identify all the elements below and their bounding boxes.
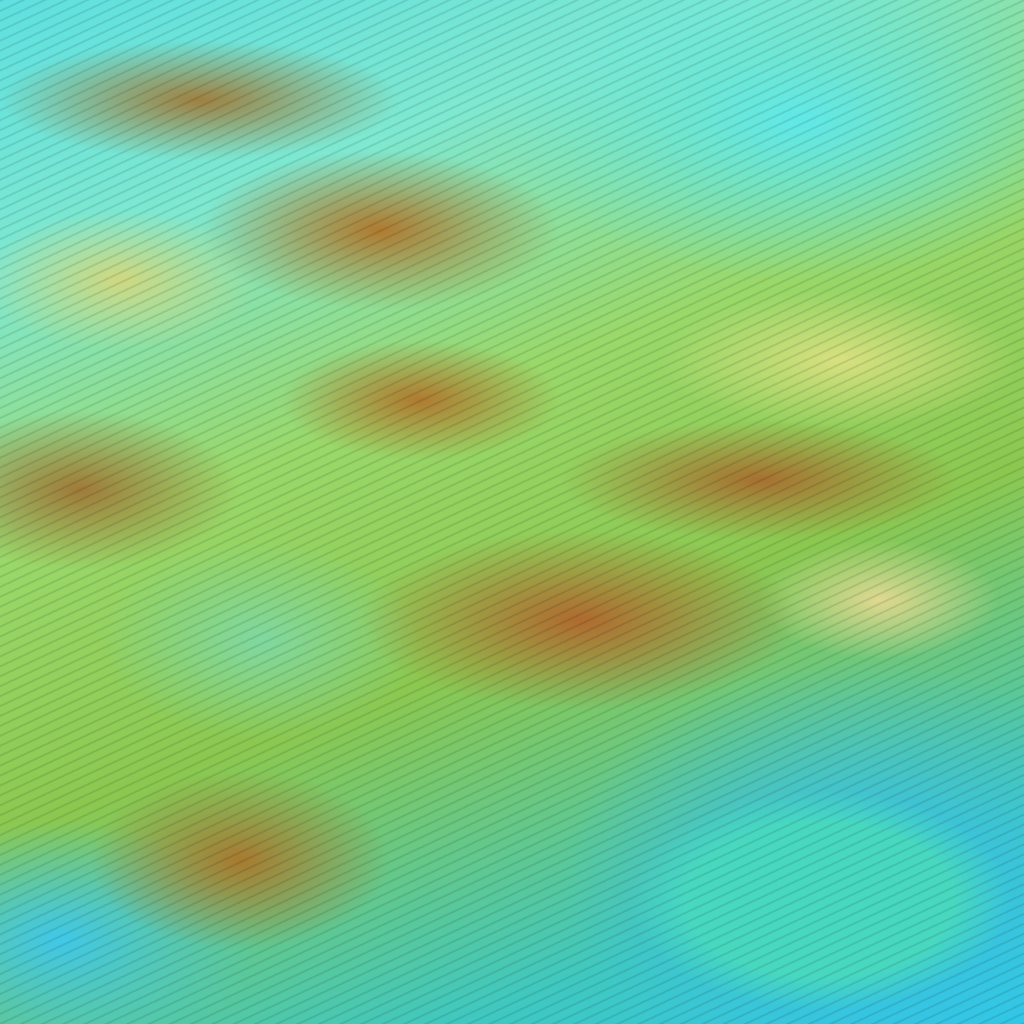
land-cloud-patches bbox=[0, 0, 1024, 1024]
satellite-image bbox=[0, 0, 1024, 1024]
texture-streaks bbox=[0, 0, 1024, 1024]
